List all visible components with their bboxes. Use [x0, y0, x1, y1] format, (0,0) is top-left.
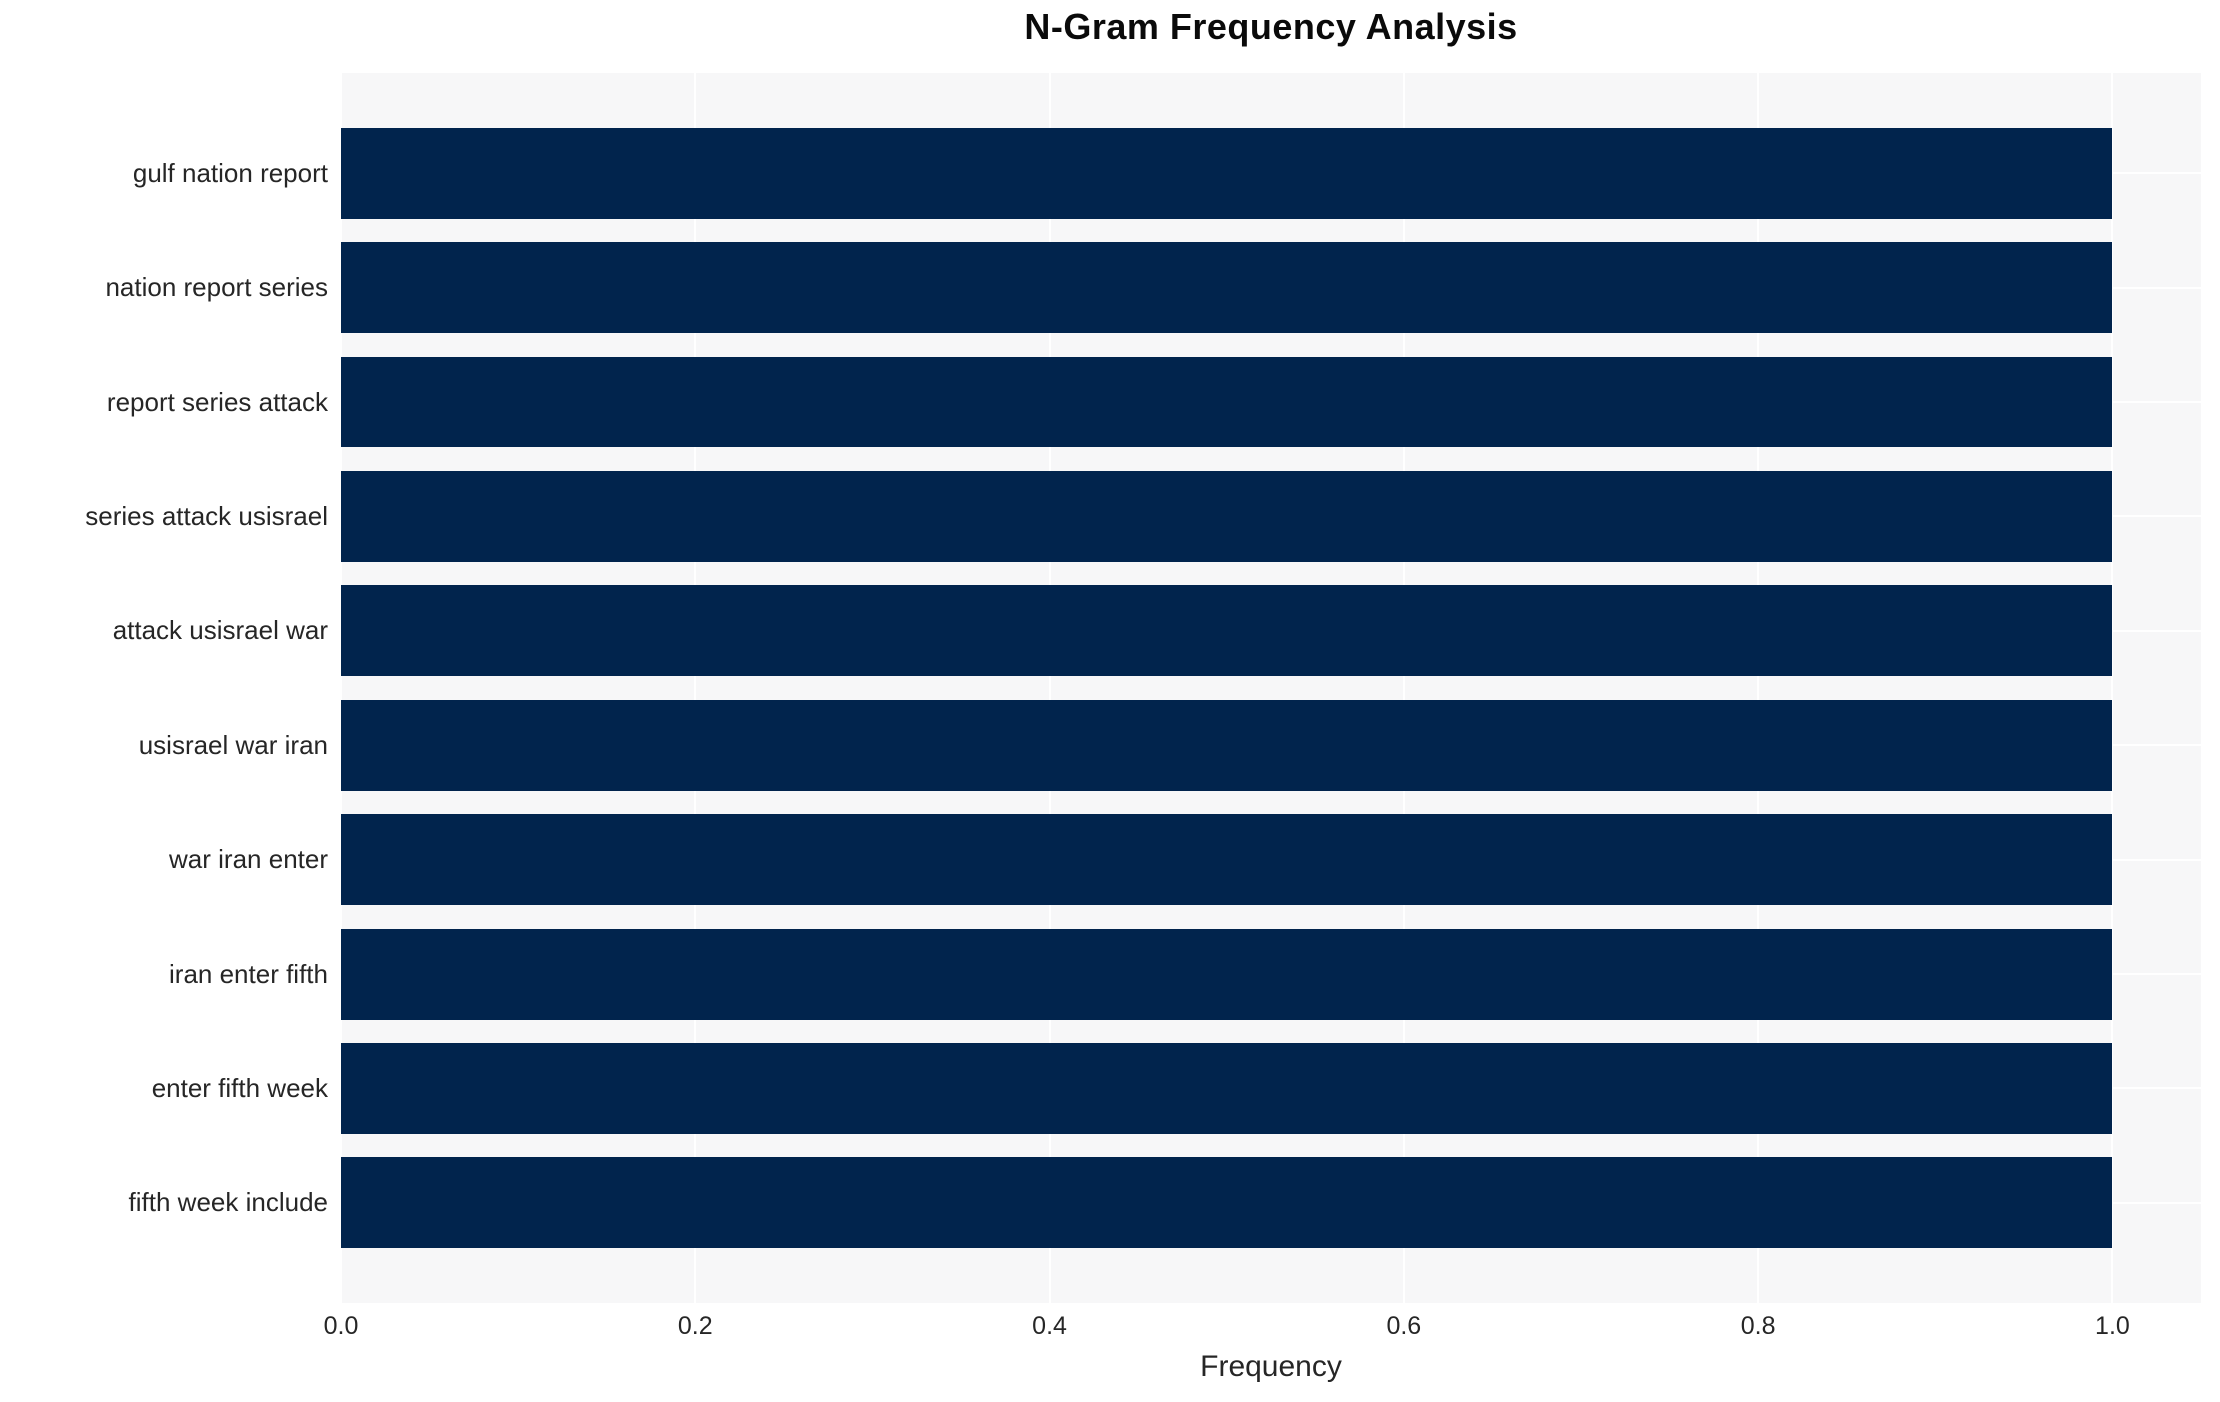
bar — [341, 1042, 2113, 1134]
bar — [341, 470, 2113, 562]
bar — [341, 127, 2113, 219]
y-tick-label: war iran enter — [169, 844, 328, 875]
x-tick-label: 0.4 — [1032, 1312, 1067, 1340]
x-axis-ticks: 0.0 0.2 0.4 0.6 0.8 1.0 — [0, 1312, 2220, 1346]
bar-row — [341, 574, 2201, 688]
bars-area — [341, 116, 2201, 1260]
x-tick-label: 0.0 — [323, 1312, 359, 1340]
vertical-gridline — [1757, 73, 1760, 1303]
vertical-gridline — [2111, 73, 2114, 1303]
y-tick-label: iran enter fifth — [169, 958, 328, 989]
bar-row — [341, 802, 2201, 916]
vertical-gridline — [340, 73, 342, 1303]
y-tick-label: nation report series — [105, 272, 328, 303]
bar — [341, 814, 2113, 906]
bar — [341, 699, 2113, 791]
bar — [341, 585, 2113, 677]
bar-row — [341, 1031, 2201, 1145]
x-axis-label: Frequency — [1200, 1350, 1342, 1383]
chart-title: N-Gram Frequency Analysis — [1024, 6, 1518, 47]
vertical-gridlines — [340, 73, 2201, 1303]
plot-area — [340, 73, 2201, 1303]
x-tick-label: 0.8 — [1740, 1312, 1776, 1340]
y-tick-label: gulf nation report — [132, 157, 328, 188]
bar — [341, 356, 2113, 448]
y-axis-labels: gulf nation report nation report series re… — [0, 73, 328, 1303]
bar — [341, 1157, 2113, 1249]
y-tick-label: attack usisrael war — [112, 615, 328, 646]
y-tick-label: enter fifth week — [151, 1072, 328, 1103]
x-tick-label: 0.2 — [677, 1312, 713, 1340]
y-tick-label: series attack usisrael — [85, 500, 328, 531]
vertical-gridline — [694, 73, 697, 1303]
y-tick-label: fifth week include — [128, 1187, 328, 1218]
bar-row — [341, 917, 2201, 1031]
bar-row — [341, 230, 2201, 344]
y-tick-label: report series attack — [106, 386, 328, 417]
vertical-gridline — [1048, 73, 1051, 1303]
bar-row — [341, 116, 2201, 230]
vertical-gridline — [1402, 73, 1405, 1303]
bar-row — [341, 345, 2201, 459]
x-tick-label: 0.6 — [1386, 1312, 1422, 1340]
bar-row — [341, 1146, 2201, 1260]
bar-row — [341, 459, 2201, 573]
y-tick-label: usisrael war iran — [138, 729, 328, 760]
bar — [341, 928, 2113, 1020]
bar-row — [341, 688, 2201, 802]
x-tick-label: 1.0 — [2095, 1312, 2130, 1340]
bar — [341, 242, 2113, 334]
